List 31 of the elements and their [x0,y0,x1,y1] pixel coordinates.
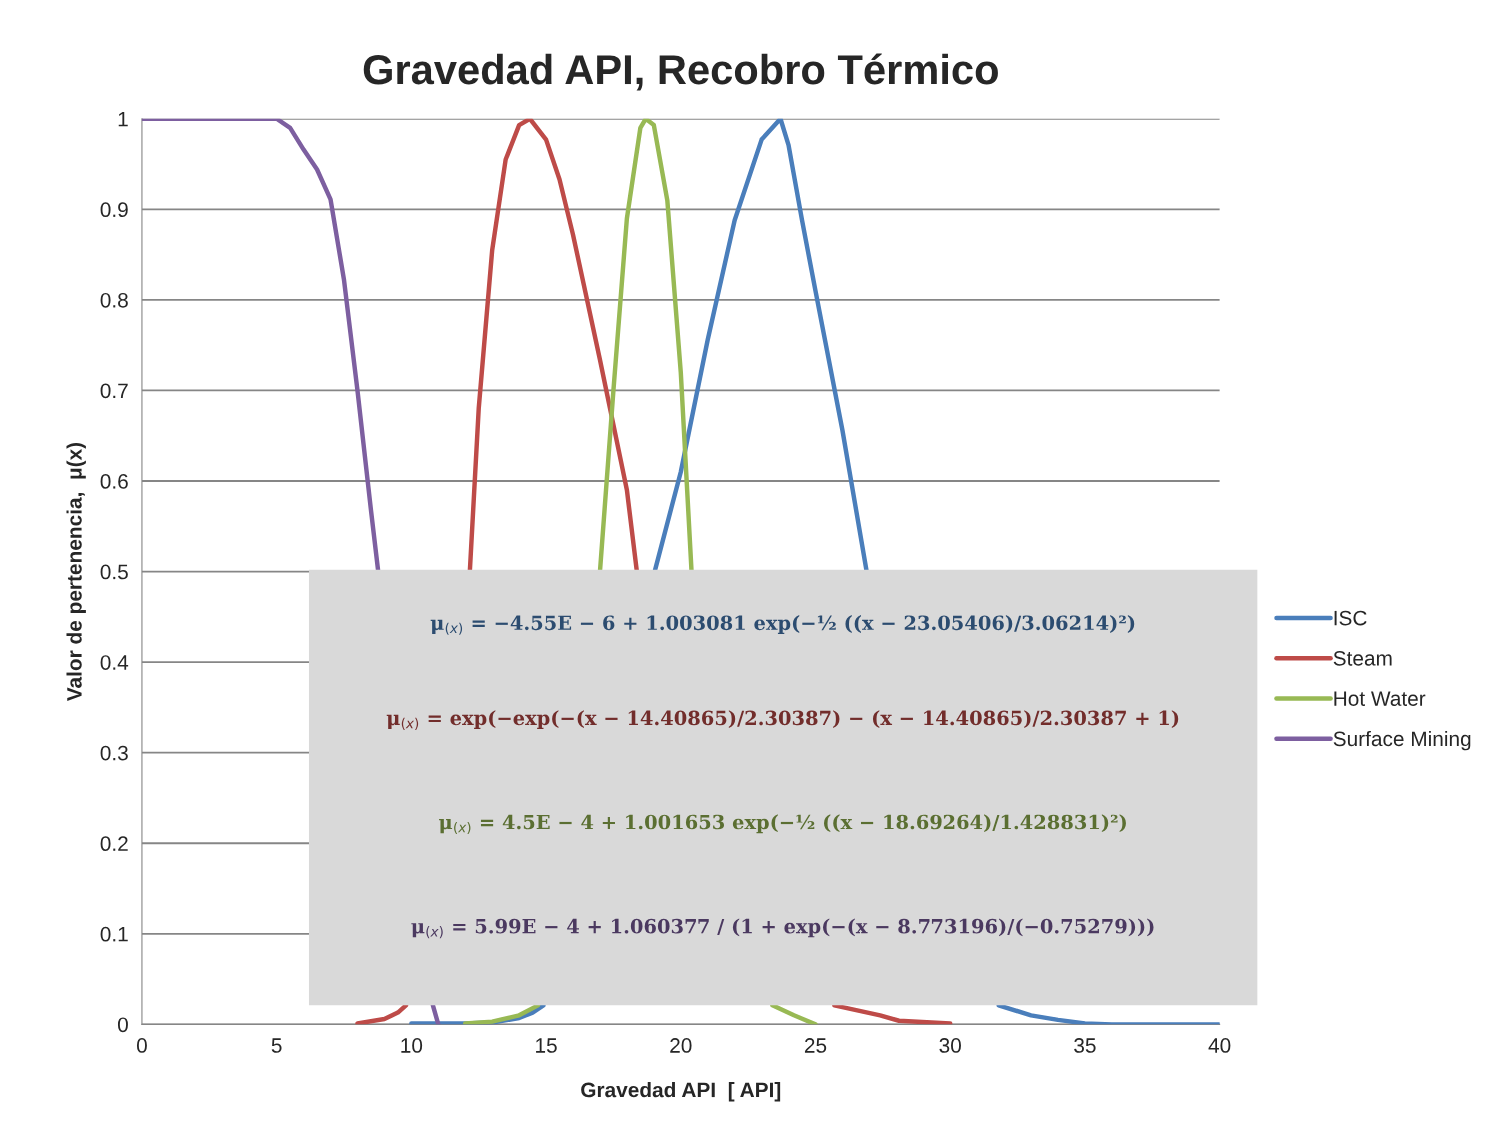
y-tick-label: 0.8 [100,292,128,308]
x-tick-label: 20 [670,1038,692,1053]
legend-label: Surface Mining [1333,730,1471,751]
x-tick-label: 30 [939,1038,961,1053]
x-tick-label: 15 [536,1038,557,1053]
x-tick-label: 40 [1208,1038,1231,1053]
annotation: μ$_{(x)}$ = 5.99E − 4 + 1.060377 / (1 + exp(−(x − 8.773196)/(−0.75279))) [411,918,1154,939]
annotation: μ$_{(x)}$ = exp(−exp(−(x − 14.40865)/2.30387) − (x − 14.40865)/2.30387 + 1) [386,710,1179,730]
legend-label: ISC [1334,610,1367,626]
x-tick-label: 0 [136,1038,147,1053]
x-tick-label: 35 [1074,1038,1096,1053]
annotation: μ$_{(x)}$ = 4.5E − 4 + 1.001653 exp(−½ ((x − 18.69264)/1.428831)²) [439,814,1126,835]
x-tick-label: 10 [401,1038,423,1053]
y-tick-label: 0.3 [100,745,128,761]
x-tick-label: 25 [804,1038,827,1053]
y-tick-label: 0.1 [100,926,128,942]
y-tick-label: 0.9 [100,202,128,218]
legend-label: Hot Water [1334,691,1426,706]
y-tick-label: 0.6 [100,474,128,489]
legend-label: Steam [1333,650,1392,666]
x-tick-label: 5 [271,1038,282,1053]
y-tick-label: 0.2 [100,836,128,852]
y-tick-label: 1 [118,111,128,127]
y-tick-label: 0 [117,1017,128,1033]
y-axis-title: Valor de pertenencia, μ(x) [66,442,86,702]
y-tick-label: 0.4 [100,655,129,670]
y-tick-label: 0.7 [100,383,128,399]
y-tick-label: 0.5 [100,564,128,580]
annotation: μ$_{(x)}$ = −4.55E − 6 + 1.003081 exp(−½ ((x − 23.05406)/3.06214)²) [430,615,1135,635]
x-axis-title: Gravedad API [ API] [581,1081,781,1102]
chart-title: Gravedad API, Recobro Térmico [363,53,998,91]
